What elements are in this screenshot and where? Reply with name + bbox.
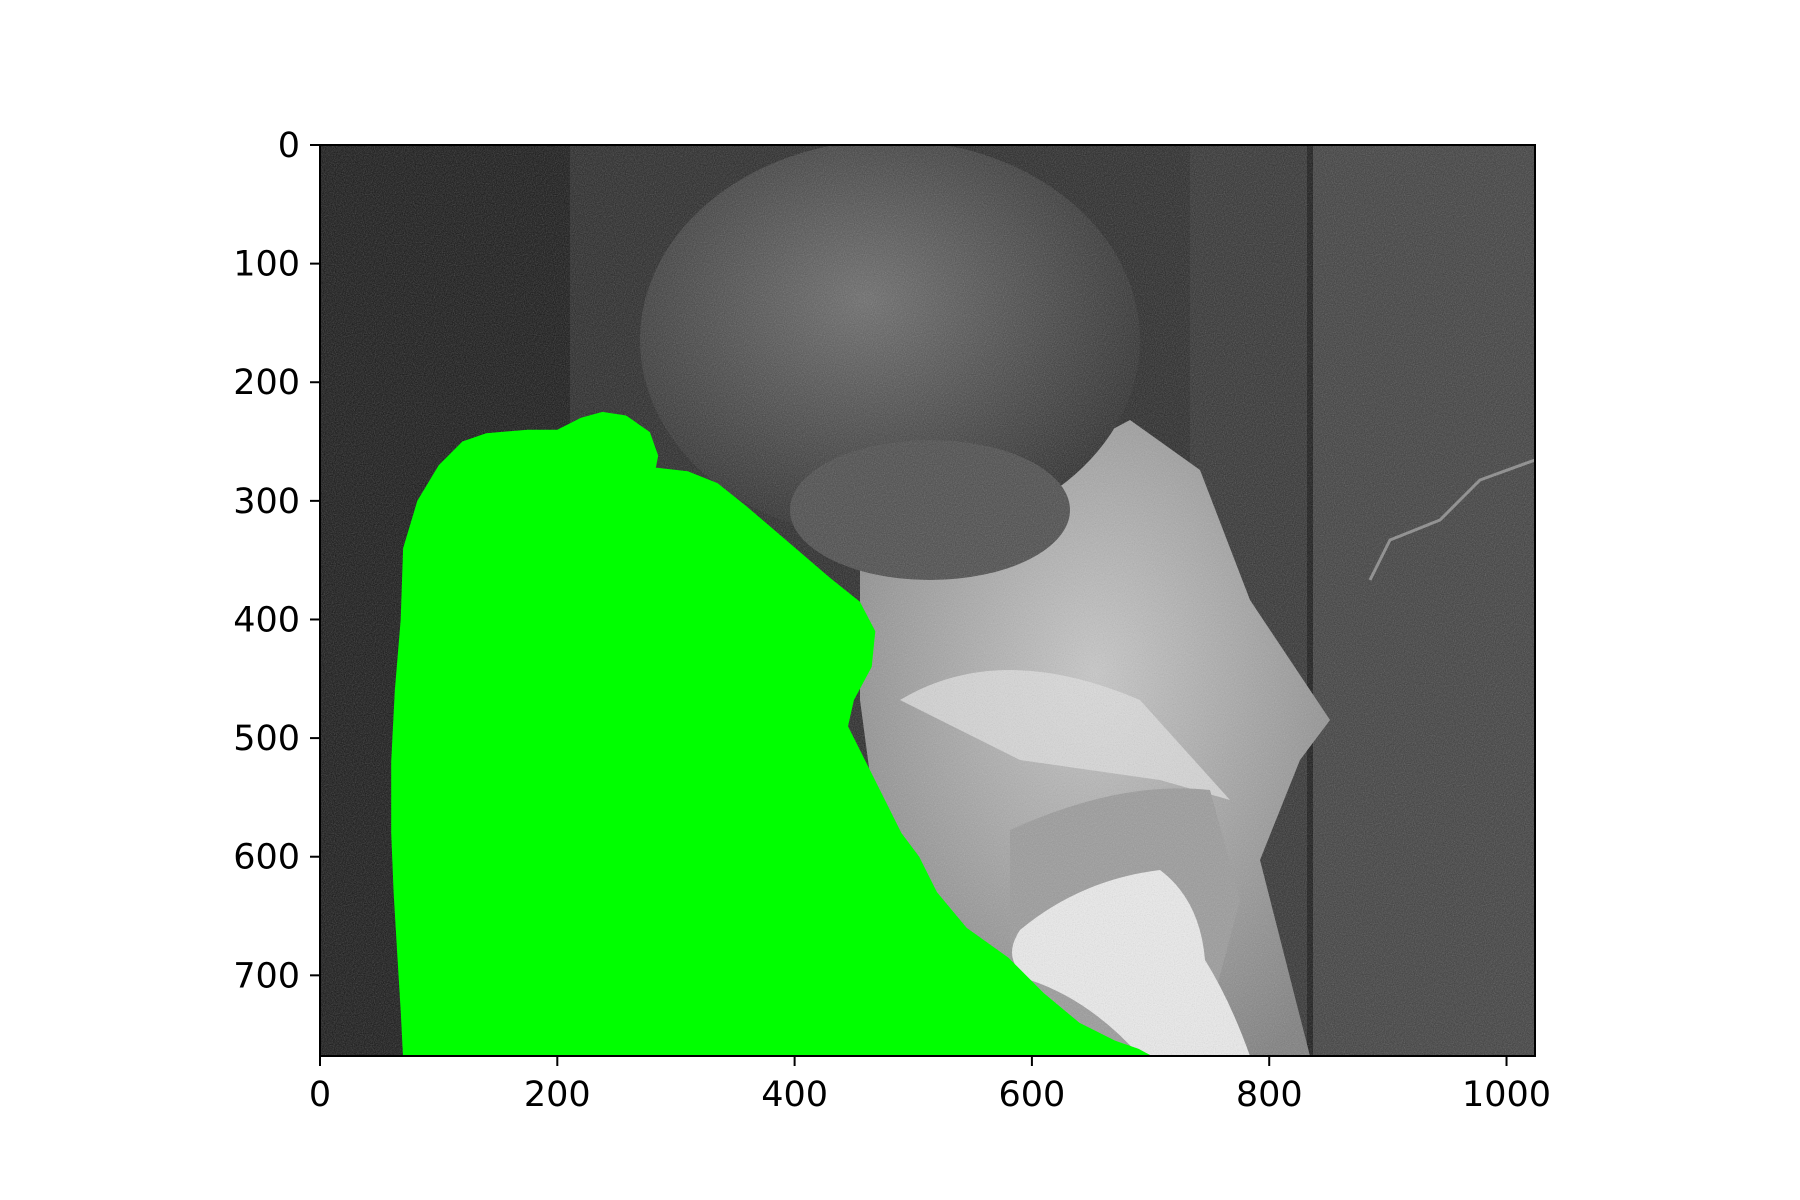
x-tick-label: 200 [524, 1075, 591, 1115]
y-tick-label: 400 [233, 600, 300, 640]
segmentation-mask [391, 411, 1153, 1056]
x-axis: 0 200 400 600 800 1000 [309, 1056, 1551, 1115]
y-tick-label: 600 [233, 838, 300, 878]
y-tick-label: 200 [233, 363, 300, 403]
axes-frame [319, 144, 1536, 1057]
y-tick-label: 500 [233, 719, 300, 759]
y-tick-label: 0 [278, 126, 300, 166]
x-tick-label: 1000 [1462, 1075, 1551, 1115]
x-tick-label: 0 [309, 1075, 331, 1115]
x-tick-label: 800 [1236, 1075, 1303, 1115]
y-tick-label: 300 [233, 482, 300, 522]
y-tick-label: 700 [233, 956, 300, 996]
x-tick-label: 600 [999, 1075, 1066, 1115]
x-tick-label: 400 [761, 1075, 828, 1115]
y-axis: 0 100 200 300 400 500 600 700 [233, 126, 320, 996]
photo [320, 145, 1535, 1056]
y-tick-label: 100 [233, 245, 300, 285]
